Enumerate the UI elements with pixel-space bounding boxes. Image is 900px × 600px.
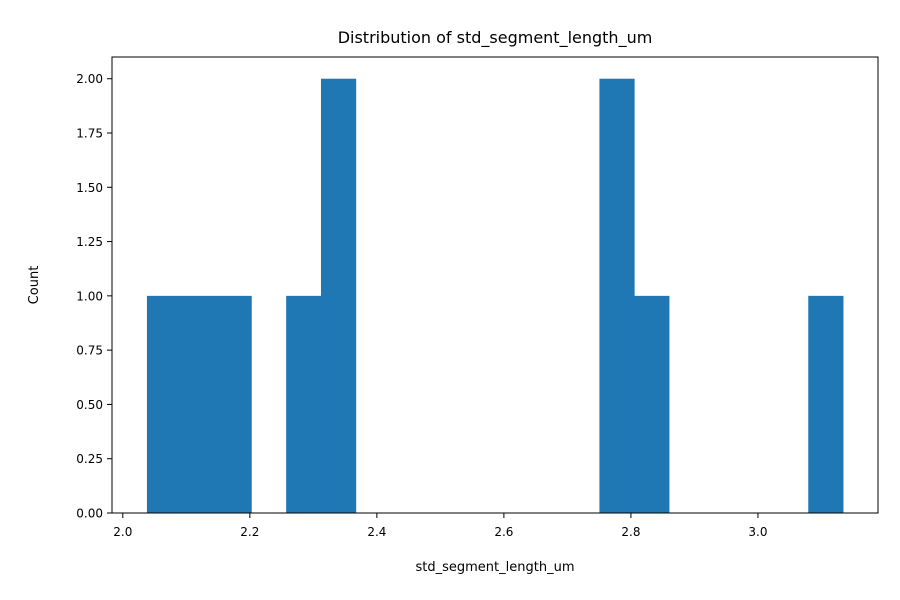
histogram-bar <box>808 295 844 513</box>
x-tick-label: 2.6 <box>494 525 513 539</box>
y-tick-label: 0.25 <box>76 452 103 466</box>
histogram-bar <box>216 295 252 513</box>
y-tick-label: 1.00 <box>76 289 103 303</box>
y-tick-label: 2.00 <box>76 72 103 86</box>
y-tick-label: 0.50 <box>76 398 103 412</box>
x-tick-label: 2.4 <box>367 525 386 539</box>
y-tick-label: 1.25 <box>76 235 103 249</box>
histogram-bar <box>146 295 183 513</box>
x-tick-label: 2.8 <box>621 525 640 539</box>
histogram-bar <box>286 295 322 513</box>
histogram-bar <box>181 295 217 513</box>
x-ticks-group: 2.0 2.2 2.4 2.6 2.8 3.0 <box>113 513 768 539</box>
x-tick-label: 2.0 <box>113 525 132 539</box>
x-tick-label: 2.2 <box>240 525 259 539</box>
histogram-bar <box>320 78 357 513</box>
y-axis-label: Count <box>27 266 42 305</box>
y-tick-label: 0.75 <box>76 344 103 358</box>
histogram-bar <box>634 295 670 513</box>
bars-group <box>146 78 844 513</box>
plot-area-frame <box>111 56 879 514</box>
chart-title: Distribution of std_segment_length_um <box>338 28 653 48</box>
y-tick-label: 0.00 <box>76 507 103 521</box>
y-ticks-group: 0.00 0.25 0.50 0.75 1.00 1.25 1.50 1.75 2.00 <box>76 72 112 521</box>
y-tick-label: 1.75 <box>76 127 103 141</box>
y-tick-label: 1.50 <box>76 181 103 195</box>
x-axis-label: std_segment_length_um <box>416 560 575 575</box>
x-tick-label: 3.0 <box>748 525 767 539</box>
histogram-bar <box>599 78 635 513</box>
